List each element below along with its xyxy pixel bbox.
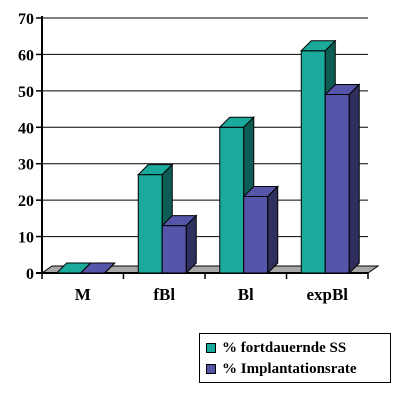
bar	[324, 94, 350, 274]
x-category-label: expBl	[306, 285, 348, 304]
bar	[219, 126, 245, 274]
bar	[161, 225, 187, 274]
y-tick-label: 40	[18, 120, 34, 137]
y-tick-label: 60	[18, 47, 34, 64]
y-tick-label: 50	[18, 84, 34, 101]
x-category-label: fBl	[153, 285, 175, 304]
bar	[300, 50, 326, 274]
legend-swatch	[206, 364, 216, 374]
bar-side	[348, 83, 360, 275]
legend-label: % Implantationsrate	[222, 360, 357, 377]
legend-item: % fortdauernde SS	[206, 338, 346, 358]
bar	[137, 174, 163, 274]
legend-swatch	[206, 343, 216, 353]
legend-label: % fortdauernde SS	[222, 339, 347, 356]
y-tick-label: 30	[18, 157, 34, 174]
y-tick-label: 70	[18, 11, 34, 28]
legend: % fortdauernde SS % Implantationsrate	[199, 333, 391, 383]
x-category-label: Bl	[238, 285, 254, 304]
bar	[243, 196, 269, 274]
x-category-label: M	[75, 285, 91, 304]
bar-side	[104, 262, 116, 274]
y-tick-label: 10	[18, 230, 34, 247]
y-tick-label: 0	[26, 266, 34, 283]
bar-chart: 0 10 20 30 40 50 60 70 M fBl Bl expBl	[18, 11, 380, 304]
y-tick-label: 20	[18, 193, 34, 210]
bar-side	[185, 214, 197, 275]
legend-item: % Implantationsrate	[206, 359, 357, 379]
bar-side	[267, 185, 279, 275]
